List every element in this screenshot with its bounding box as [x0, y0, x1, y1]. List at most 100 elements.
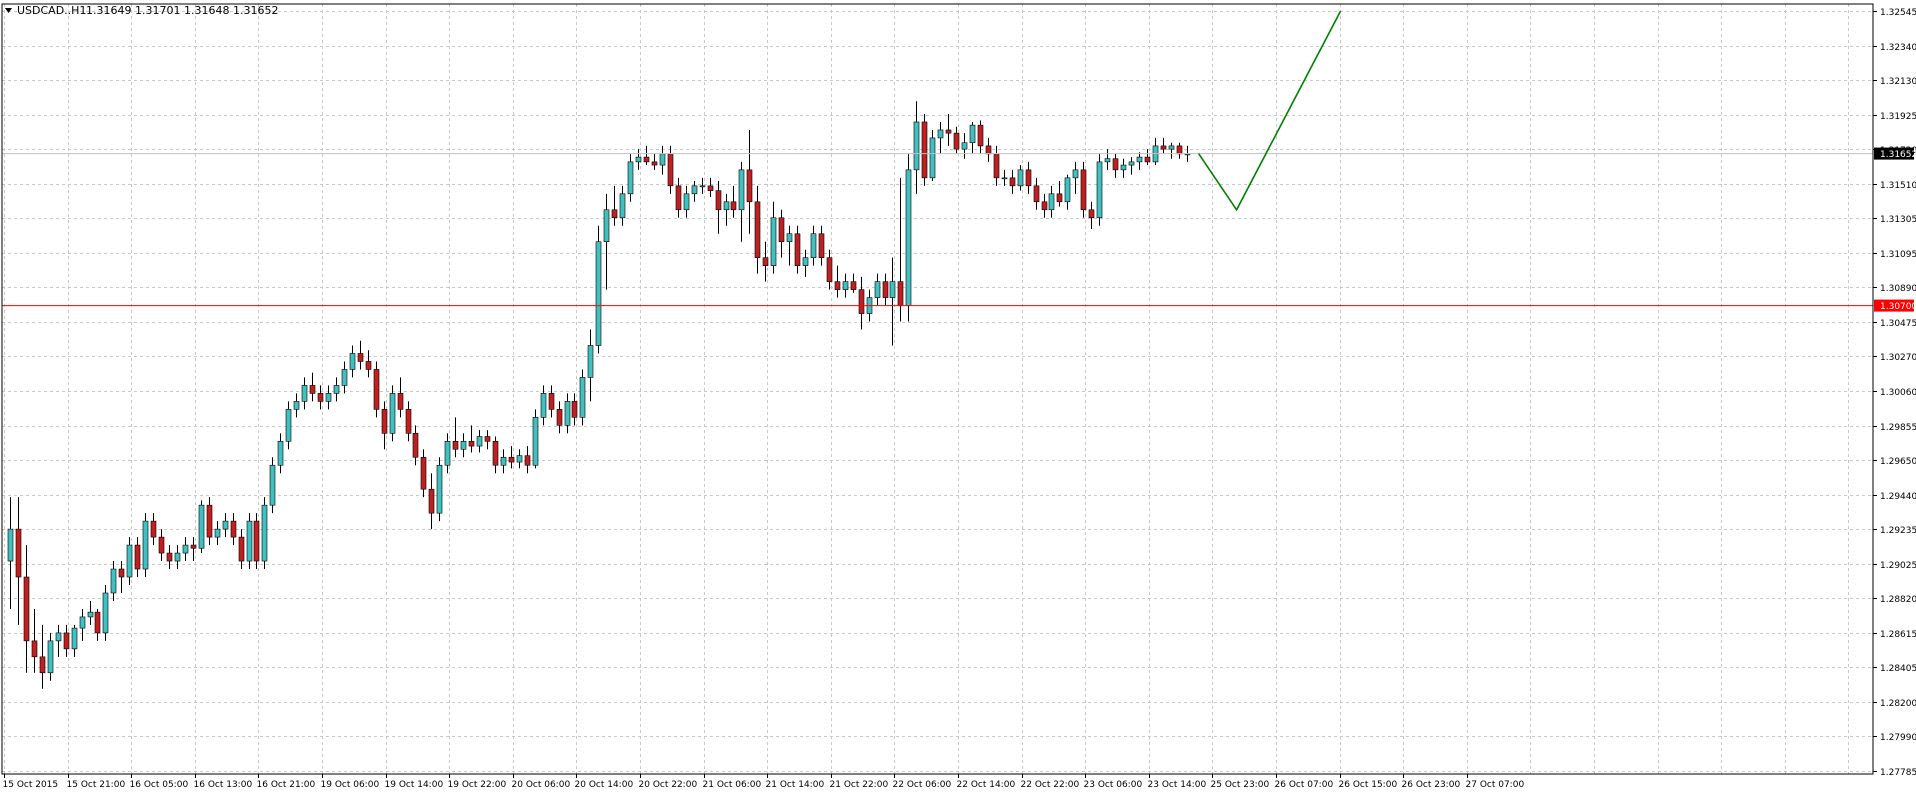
candle [834, 265, 841, 298]
x-tick-label: 26 Oct 23:00 [1402, 780, 1461, 790]
candle [993, 145, 1000, 186]
candle-body [206, 504, 213, 538]
candle [675, 177, 682, 218]
candle [730, 185, 737, 218]
candle-body [1080, 169, 1087, 211]
y-tick-label: 1.27990 [1880, 733, 1916, 743]
candle [246, 513, 253, 570]
candle-body [651, 161, 658, 166]
candle [897, 177, 904, 322]
candle [134, 537, 141, 578]
candle-body [1001, 177, 1008, 180]
candle-body [579, 377, 586, 418]
candle-body [1168, 145, 1175, 150]
candle [261, 497, 268, 570]
candle-body [182, 544, 189, 554]
candle [110, 561, 117, 601]
candle-body [897, 281, 904, 306]
candle [1033, 177, 1040, 210]
y-tick-label: 1.31305 [1880, 215, 1916, 225]
candle-body [357, 353, 364, 362]
candle-body [150, 520, 157, 538]
candle-body [301, 385, 308, 402]
candle-body [953, 132, 960, 150]
x-tick-label: 19 Oct 06:00 [321, 780, 380, 790]
candle [7, 497, 14, 609]
x-tick-label: 26 Oct 15:00 [1339, 780, 1398, 790]
candle-body [1017, 169, 1024, 187]
candle-body [1064, 177, 1071, 203]
support-price-label: 1.30700 [1880, 302, 1916, 312]
candle-body [325, 393, 332, 402]
candle [31, 608, 38, 673]
candle [579, 369, 586, 426]
candle [1009, 169, 1016, 194]
candle [71, 624, 78, 657]
candle-body [834, 281, 841, 290]
y-tick-label: 1.31095 [1880, 250, 1916, 260]
candle [79, 608, 86, 641]
x-tick-label: 22 Oct 22:00 [1021, 780, 1080, 790]
candle-body [595, 241, 602, 346]
candle-body [94, 611, 101, 634]
candle [778, 209, 785, 258]
candle [182, 537, 189, 562]
y-tick-label: 1.28820 [1880, 595, 1916, 605]
candle-body [7, 528, 14, 562]
candle-body [683, 193, 690, 211]
candle [969, 121, 976, 154]
candle-body [659, 153, 666, 166]
candle-body [762, 257, 769, 266]
candle-body [699, 185, 706, 188]
chart-header: USDCAD..H1 1.31649 1.31701 1.31648 1.316… [5, 4, 278, 17]
candle-body [691, 185, 698, 195]
candle [198, 500, 205, 554]
candle-body [468, 440, 475, 447]
candle-body [643, 156, 650, 163]
candle [301, 377, 308, 410]
candle [1025, 161, 1032, 194]
candle [102, 584, 109, 641]
candle-body [969, 124, 976, 144]
x-tick-label: 25 Oct 23:00 [1211, 780, 1270, 790]
candle [595, 225, 602, 354]
candle-body [611, 209, 618, 219]
candle [556, 401, 563, 434]
y-tick-label: 1.30890 [1880, 284, 1916, 294]
y-tick-label: 1.31925 [1880, 112, 1916, 122]
candle-body [1056, 193, 1063, 203]
candle-body [71, 627, 78, 650]
candle [365, 350, 372, 378]
y-tick-label: 1.29440 [1880, 492, 1916, 502]
candle-body [397, 393, 404, 410]
candle [1056, 181, 1063, 207]
candle-body [190, 544, 197, 549]
candle-body [110, 568, 117, 594]
candle-body [365, 361, 372, 370]
x-tick-label: 20 Oct 14:00 [575, 780, 634, 790]
x-tick-label: 16 Oct 13:00 [194, 780, 253, 790]
candle [651, 153, 658, 170]
candle-body [1136, 156, 1143, 163]
candle [977, 120, 984, 154]
y-tick-label: 1.32130 [1880, 77, 1916, 87]
candle [158, 529, 165, 562]
candle-body [1104, 158, 1111, 163]
axes: 1.325451.323401.321301.319251.317201.315… [1, 3, 1916, 790]
candle-body [47, 640, 54, 674]
current-price-label: 1.31652 [1880, 150, 1916, 160]
x-tick-label: 20 Oct 22:00 [639, 780, 698, 790]
candle [1064, 174, 1071, 210]
candle [174, 545, 181, 570]
candle-body [420, 456, 427, 490]
candle-body [548, 393, 555, 410]
candle-body [746, 169, 753, 203]
x-tick-label: 23 Oct 14:00 [1148, 780, 1207, 790]
menu-triangle-icon[interactable] [5, 8, 12, 13]
candle-body [341, 369, 348, 386]
candle [1048, 185, 1055, 218]
candle [1152, 137, 1159, 166]
candle [858, 276, 865, 330]
x-tick-label: 22 Oct 06:00 [893, 780, 952, 790]
